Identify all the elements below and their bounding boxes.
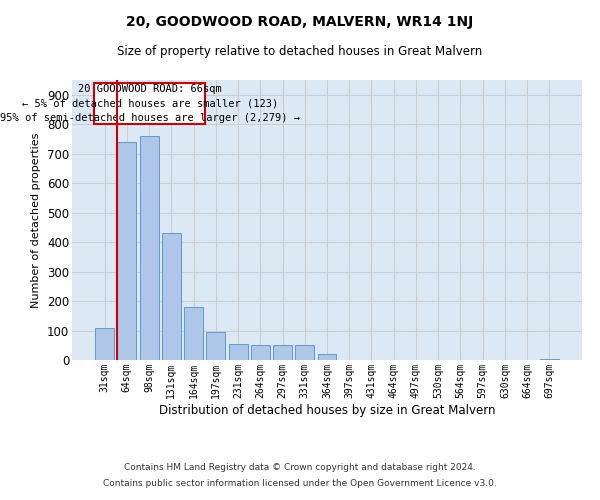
- X-axis label: Distribution of detached houses by size in Great Malvern: Distribution of detached houses by size …: [159, 404, 495, 416]
- Text: Contains HM Land Registry data © Crown copyright and database right 2024.: Contains HM Land Registry data © Crown c…: [124, 464, 476, 472]
- FancyBboxPatch shape: [94, 83, 205, 124]
- Text: 20, GOODWOOD ROAD, MALVERN, WR14 1NJ: 20, GOODWOOD ROAD, MALVERN, WR14 1NJ: [127, 15, 473, 29]
- Text: Contains public sector information licensed under the Open Government Licence v3: Contains public sector information licen…: [103, 478, 497, 488]
- Bar: [118, 142, 136, 360]
- Bar: [273, 346, 292, 360]
- Bar: [95, 328, 114, 360]
- Bar: [162, 234, 181, 360]
- Bar: [229, 344, 248, 360]
- Bar: [140, 136, 158, 360]
- Bar: [184, 307, 203, 360]
- Bar: [317, 354, 337, 360]
- Y-axis label: Number of detached properties: Number of detached properties: [31, 132, 41, 308]
- Text: Size of property relative to detached houses in Great Malvern: Size of property relative to detached ho…: [118, 45, 482, 58]
- Bar: [540, 358, 559, 360]
- Bar: [295, 346, 314, 360]
- Text: 20 GOODWOOD ROAD: 66sqm
← 5% of detached houses are smaller (123)
95% of semi-de: 20 GOODWOOD ROAD: 66sqm ← 5% of detached…: [0, 84, 299, 124]
- Bar: [206, 332, 225, 360]
- Bar: [251, 346, 270, 360]
